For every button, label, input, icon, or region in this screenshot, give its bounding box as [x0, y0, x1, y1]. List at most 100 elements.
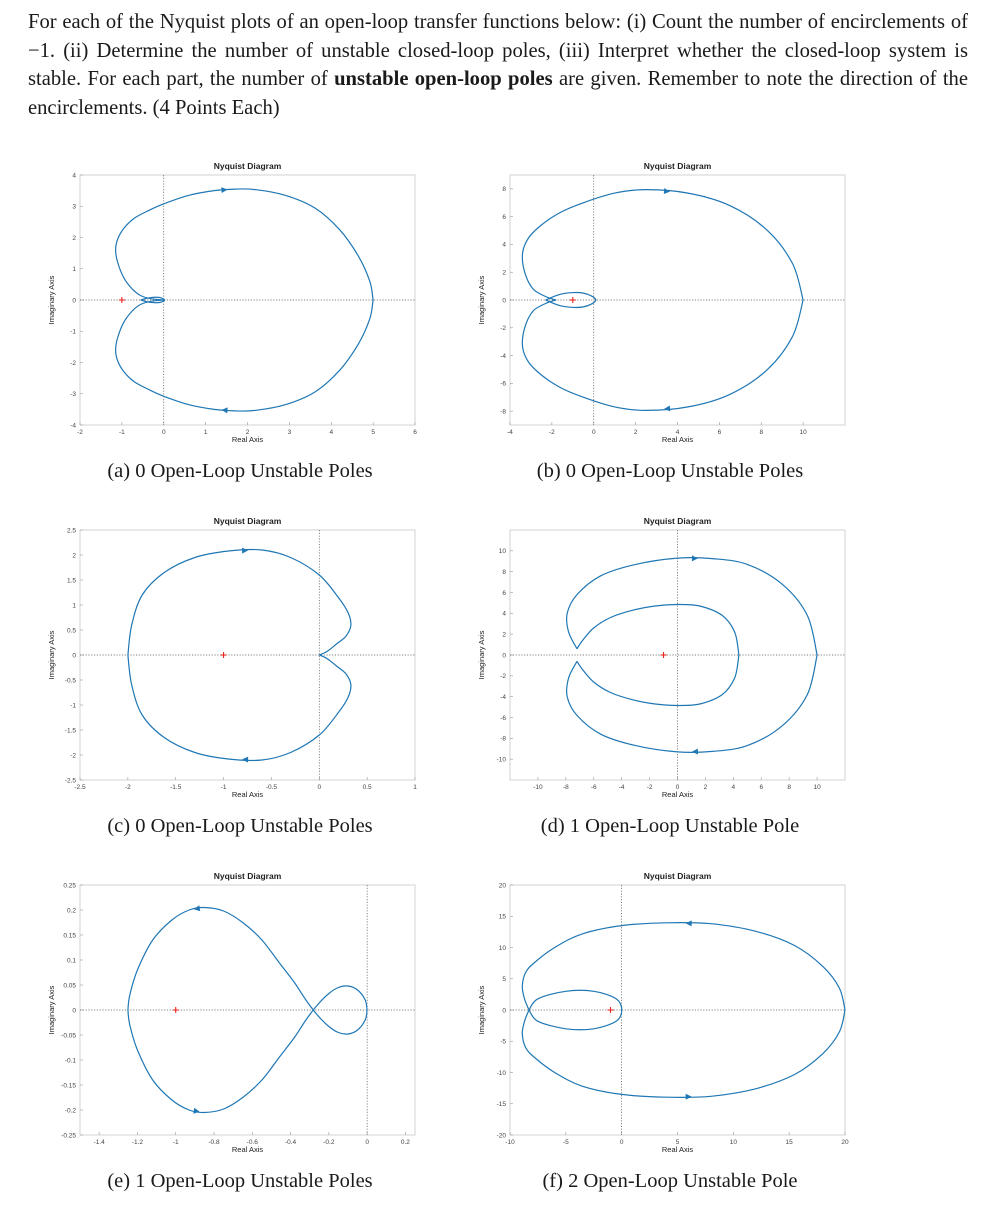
x-axis-label: Real Axis: [232, 1145, 264, 1154]
y-axis-label: Imaginary Axis: [47, 275, 56, 324]
nyquist-plot-a: Nyquist Diagram -2 -1 0 1 2 3 4 5 6 -4 -3 -2 -1 0 1 2 3 4 R…: [47, 161, 417, 444]
y-tick-label: 10: [499, 548, 507, 555]
caption-a: (a) 0 Open-Loop Unstable Poles: [107, 460, 373, 482]
y-tick-label: 4: [72, 172, 76, 179]
x-tick-label: 4: [732, 784, 736, 791]
critical-point-marker: [172, 1007, 179, 1013]
nyquist-curve-upper: [521, 188, 804, 301]
y-tick-label: -1: [70, 702, 76, 709]
plot-frame: [509, 174, 846, 426]
caption-e: (e) 1 Open-Loop Unstable Poles: [107, 1170, 373, 1192]
y-tick-label: 20: [499, 882, 507, 889]
x-tick-label: -1.2: [132, 1139, 144, 1146]
intro-text-1: For each of the Nyquist plots of an open…: [28, 11, 968, 90]
caption-b: (b) 0 Open-Loop Unstable Poles: [536, 460, 804, 482]
plot-title: Nyquist Diagram: [644, 516, 712, 526]
direction-arrow: [221, 407, 228, 414]
x-tick-label: -2.5: [74, 784, 86, 791]
x-axis-label: Real Axis: [662, 790, 694, 799]
x-tick-label: -10: [533, 784, 543, 791]
nyquist-curve-upper: [127, 548, 352, 656]
nyquist-panel-a: Nyquist Diagram -2 -1 0 1 2 3 4 5 6 -4 -3 -2 -1 0 1 2 3 4 R…: [47, 155, 490, 495]
plot-frame: [79, 174, 416, 426]
x-tick-label: -1: [119, 429, 125, 436]
plot-frame: [509, 884, 846, 1136]
y-tick-label: 2: [502, 270, 506, 277]
x-tick-label: 6: [413, 429, 417, 436]
x-tick-label: -2: [647, 784, 653, 791]
nyquist-curve-inner-lower: [576, 654, 740, 707]
y-tick-label: -0.1: [65, 1057, 77, 1064]
x-tick-label: 6: [759, 784, 763, 791]
x-tick-label: 2: [634, 429, 638, 436]
y-tick-label: 15: [499, 914, 507, 921]
x-tick-label: -10: [505, 1139, 515, 1146]
y-tick-label: 0: [502, 297, 506, 304]
nyquist-plot-c: Nyquist Diagram -2.5 -2 -1.5 -1 -0.5 0 0.5 1 -2.5…: [47, 516, 417, 799]
y-tick-label: -10: [497, 1070, 507, 1077]
y-tick-label: 0: [72, 652, 76, 659]
y-tick-label: -15: [497, 1101, 507, 1108]
direction-arrow: [242, 547, 249, 554]
nyquist-curve-lower: [521, 299, 804, 412]
y-tick-label: 0.15: [63, 932, 76, 939]
x-tick-label: 6: [718, 429, 722, 436]
direction-arrow: [685, 920, 692, 927]
y-tick-label: 4: [502, 611, 506, 618]
x-tick-label: 0: [317, 784, 321, 791]
nyquist-small-loop: [545, 291, 597, 309]
nyquist-curve-lower: [127, 906, 368, 1035]
problem-statement: For each of the Nyquist plots of an open…: [28, 8, 968, 122]
nyquist-curve-upper: [521, 921, 846, 1011]
y-tick-label: 4: [502, 242, 506, 249]
nyquist-plot-d: Nyquist Diagram -10 -8 -6 -4 -2 0 2 4 6 8 10 -10 -8 -6…: [477, 516, 846, 799]
direction-arrow: [242, 756, 249, 763]
x-tick-label: -4: [507, 429, 513, 436]
y-tick-label: 2.5: [67, 527, 76, 534]
x-axis-label: Real Axis: [662, 1145, 694, 1154]
nyquist-small-loop: [140, 296, 166, 304]
y-tick-label: -6: [500, 381, 506, 388]
x-tick-label: -8: [563, 784, 569, 791]
y-tick-label: -1: [70, 329, 76, 336]
x-tick-label: -0.8: [208, 1139, 220, 1146]
y-tick-label: 1.5: [67, 577, 76, 584]
y-tick-label: 3: [72, 204, 76, 211]
direction-arrow: [663, 188, 671, 195]
y-tick-label: -0.05: [61, 1032, 76, 1039]
x-axis-label: Real Axis: [662, 435, 694, 444]
x-tick-label: 5: [676, 1139, 680, 1146]
x-tick-label: 20: [841, 1139, 849, 1146]
x-tick-label: 4: [676, 429, 680, 436]
x-tick-label: 1: [413, 784, 417, 791]
x-tick-label: 3: [288, 429, 292, 436]
y-tick-label: 1: [72, 602, 76, 609]
y-tick-label: 0: [502, 652, 506, 659]
y-tick-label: 0: [72, 1007, 76, 1014]
x-tick-label: -1: [173, 1139, 179, 1146]
y-tick-label: -0.25: [61, 1132, 76, 1139]
y-tick-label: -20: [497, 1132, 507, 1139]
x-tick-label: 1: [204, 429, 208, 436]
x-tick-label: -2: [125, 784, 131, 791]
x-tick-label: 0: [162, 429, 166, 436]
critical-point-marker: [569, 297, 576, 303]
x-tick-label: 0: [592, 429, 596, 436]
y-tick-label: 5: [502, 976, 506, 983]
y-tick-label: -0.5: [65, 677, 77, 684]
y-tick-label: -4: [500, 694, 506, 701]
direction-arrow: [691, 555, 698, 562]
nyquist-inner-loop: [528, 989, 623, 1031]
nyquist-panel-d: Nyquist Diagram -10 -8 -6 -4 -2 0 2 4 6 8 10 -10 -8 -6…: [477, 510, 920, 850]
critical-point-marker: [660, 652, 667, 658]
plot-title: Nyquist Diagram: [214, 516, 282, 526]
y-tick-label: 0.05: [63, 982, 76, 989]
x-tick-label: -1.5: [170, 784, 182, 791]
x-tick-label: -0.6: [247, 1139, 259, 1146]
y-tick-label: -4: [70, 422, 76, 429]
y-tick-label: -2: [500, 325, 506, 332]
nyquist-curve-lower: [114, 299, 374, 412]
nyquist-panel-c: Nyquist Diagram -2.5 -2 -1.5 -1 -0.5 0 0.5 1 -2.5…: [47, 510, 490, 850]
y-tick-label: -2: [70, 752, 76, 759]
y-axis-label: Imaginary Axis: [47, 985, 56, 1034]
